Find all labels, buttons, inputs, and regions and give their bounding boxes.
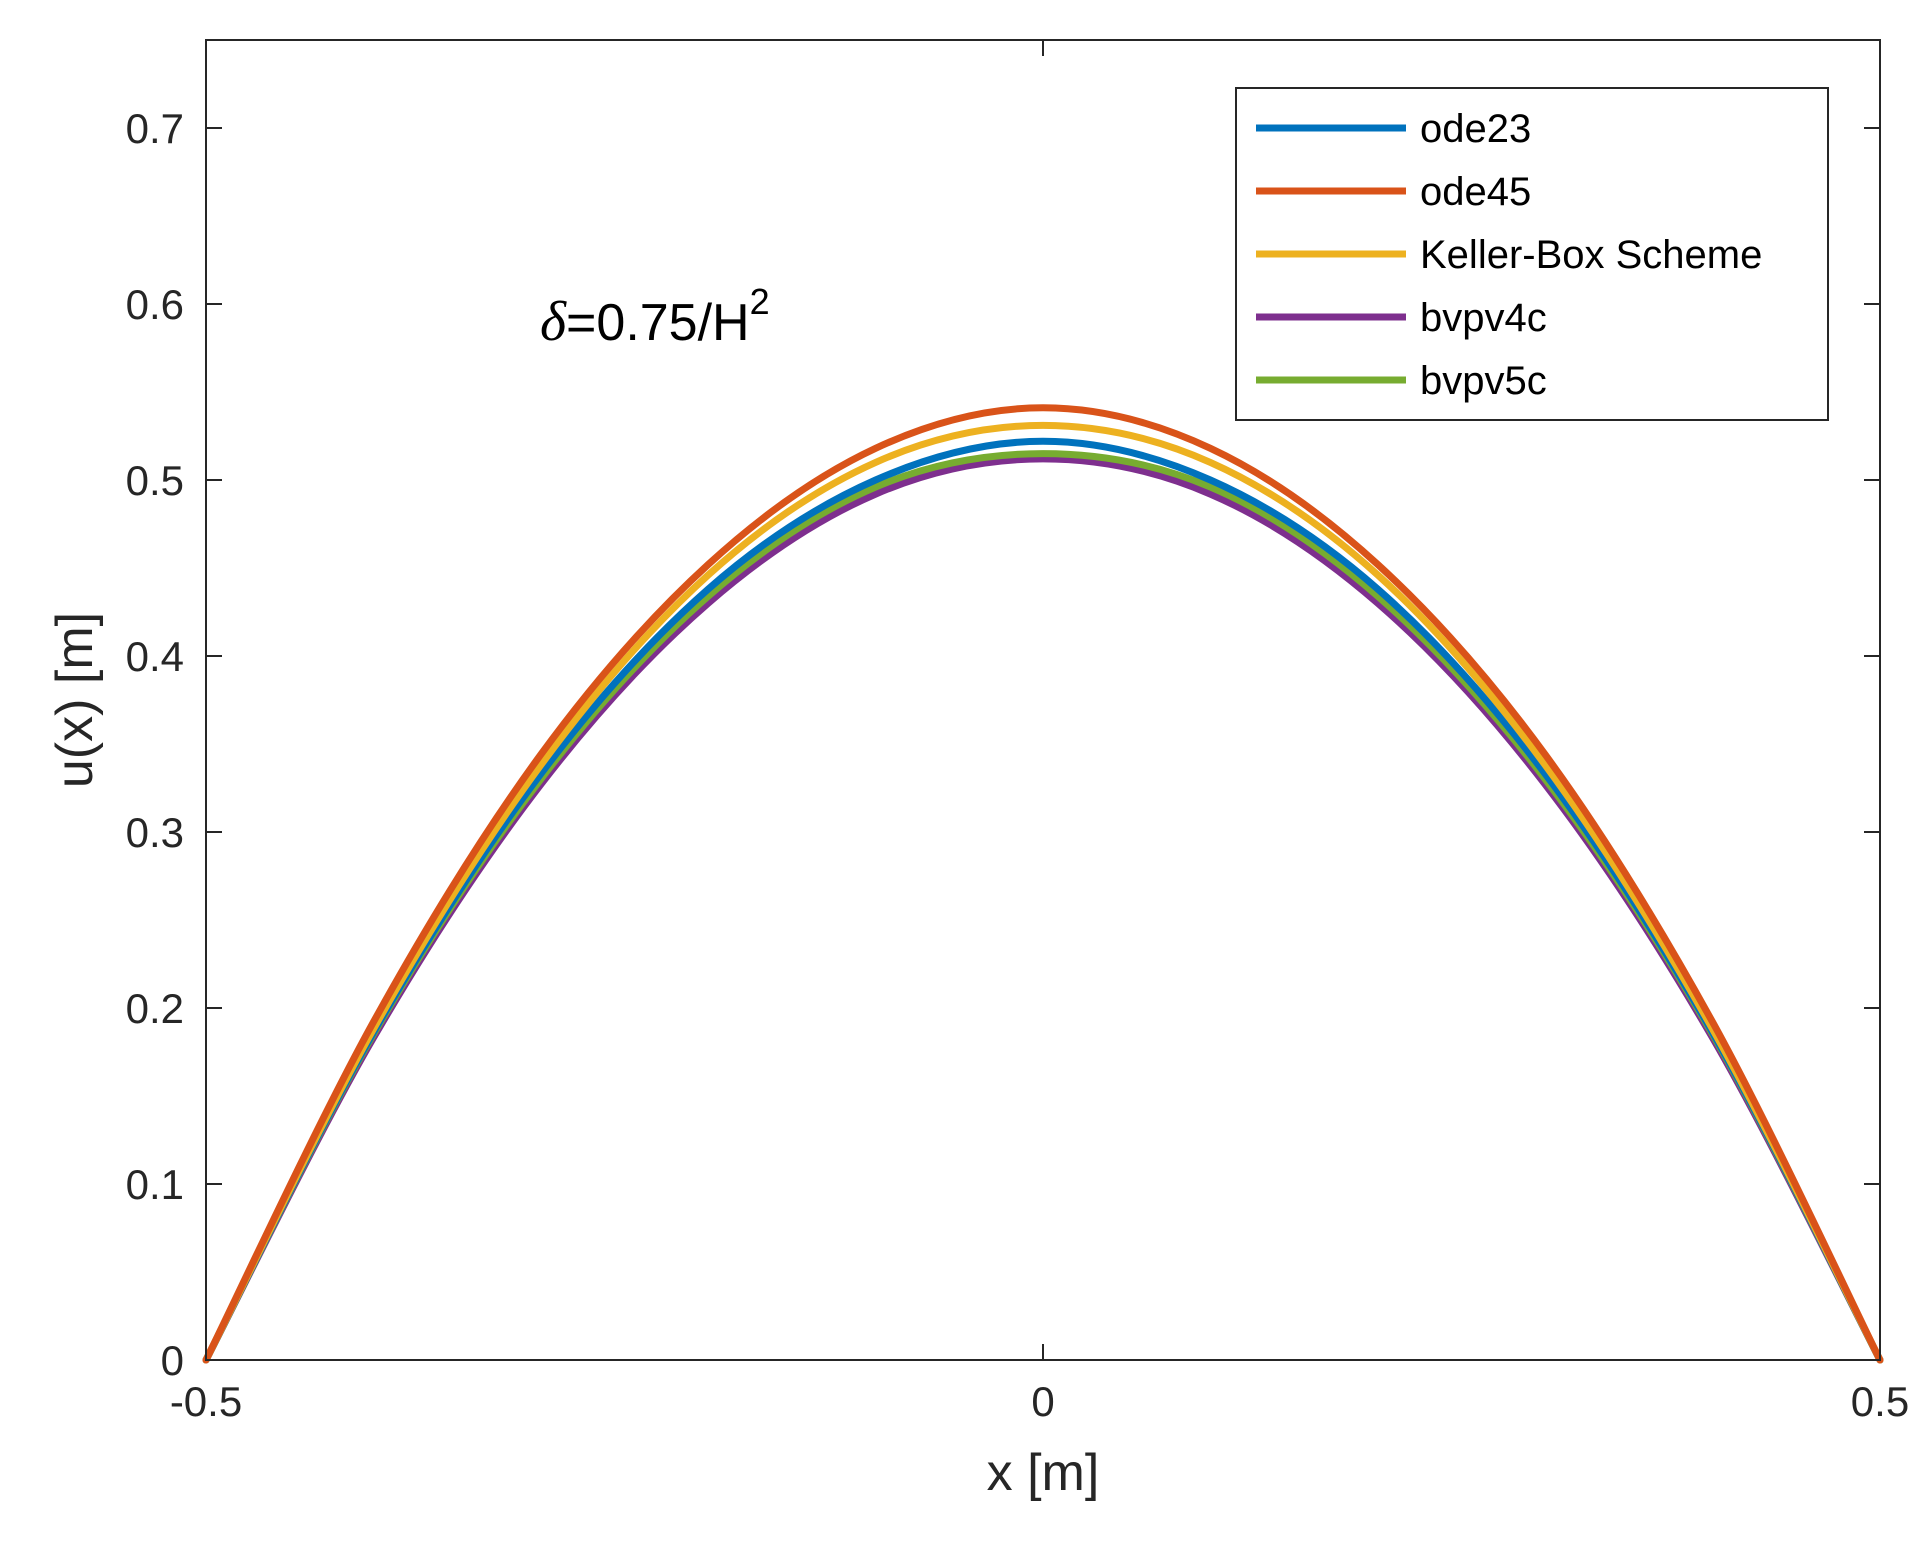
x-axis-label: x [m] bbox=[987, 1444, 1100, 1502]
legend-label: bvpv5c bbox=[1420, 359, 1547, 403]
y-tick-label: 0.2 bbox=[126, 985, 184, 1032]
delta-annotation: δ=0.75/H2 bbox=[540, 281, 770, 353]
y-tick-label: 0 bbox=[161, 1337, 184, 1384]
x-tick-label: -0.5 bbox=[170, 1378, 242, 1425]
legend-label: Keller-Box Scheme bbox=[1420, 233, 1762, 277]
annotation-text: =0.75/H bbox=[566, 294, 750, 352]
legend: ode23 ode45 Keller-Box Scheme bvpv4c bvpv5c bbox=[1235, 87, 1829, 421]
x-tick-label: 0.5 bbox=[1851, 1378, 1909, 1425]
legend-label: bvpv4c bbox=[1420, 296, 1547, 340]
legend-label: ode45 bbox=[1420, 170, 1531, 214]
annotation-superscript: 2 bbox=[750, 281, 770, 322]
tick-layer: -0.5 0 0.500.10.20.30.40.50.60.7 bbox=[126, 40, 1909, 1425]
series-line-ode45 bbox=[202, 404, 1884, 1364]
legend-label: ode23 bbox=[1420, 107, 1531, 151]
y-axis-label: u(x) [m] bbox=[46, 612, 104, 788]
y-tick-label: 0.4 bbox=[126, 633, 184, 680]
series-line-keller-box-scheme bbox=[202, 421, 1884, 1364]
legend-entries: ode23 ode45 Keller-Box Scheme bvpv4c bvpv5c bbox=[1256, 107, 1762, 403]
y-tick-label: 0.1 bbox=[126, 1161, 184, 1208]
series-layer bbox=[202, 404, 1884, 1364]
x-tick-label: 0 bbox=[1031, 1378, 1054, 1425]
y-tick-label: 0.5 bbox=[126, 457, 184, 504]
y-tick-label: 0.6 bbox=[126, 281, 184, 328]
delta-symbol: δ bbox=[540, 291, 567, 353]
y-tick-label: 0.7 bbox=[126, 105, 184, 152]
y-tick-label: 0.3 bbox=[126, 809, 184, 856]
